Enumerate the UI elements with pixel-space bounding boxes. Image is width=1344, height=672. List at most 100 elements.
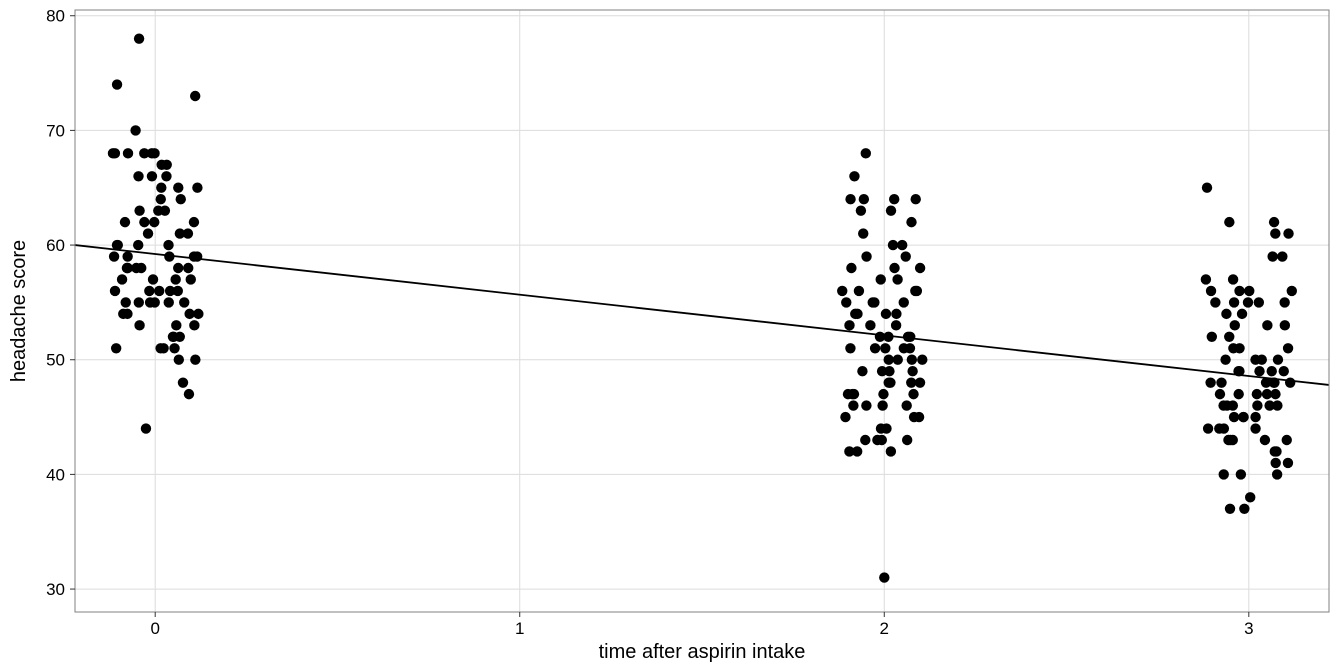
data-point	[112, 79, 122, 89]
data-point	[192, 183, 202, 193]
data-point	[859, 194, 869, 204]
data-point	[1273, 355, 1283, 365]
data-point	[891, 309, 901, 319]
data-point	[850, 309, 860, 319]
data-point	[876, 274, 886, 284]
data-point	[1207, 332, 1217, 342]
data-point	[1224, 332, 1234, 342]
data-point	[879, 572, 889, 582]
data-point	[158, 343, 168, 353]
data-point	[189, 217, 199, 227]
data-point	[184, 309, 194, 319]
data-point	[190, 91, 200, 101]
data-point	[110, 286, 120, 296]
data-point	[908, 389, 918, 399]
data-point	[139, 217, 149, 227]
data-point	[1267, 366, 1277, 376]
data-point	[1215, 389, 1225, 399]
data-point	[1236, 469, 1246, 479]
data-point	[1234, 286, 1244, 296]
data-point	[1270, 458, 1280, 468]
data-point	[1277, 251, 1287, 261]
data-point	[148, 274, 158, 284]
data-point	[156, 194, 166, 204]
data-point	[1260, 435, 1270, 445]
data-point	[1228, 400, 1238, 410]
data-point	[1269, 217, 1279, 227]
data-point	[1221, 309, 1231, 319]
data-point	[1245, 492, 1255, 502]
data-point	[1203, 423, 1213, 433]
data-point	[1264, 400, 1274, 410]
data-point	[111, 343, 121, 353]
data-point	[1214, 423, 1224, 433]
data-point	[1238, 412, 1248, 422]
data-point	[1270, 228, 1280, 238]
data-point	[1202, 183, 1212, 193]
data-point	[168, 332, 178, 342]
data-point	[911, 194, 921, 204]
data-point	[861, 251, 871, 261]
data-point	[154, 286, 164, 296]
data-point	[1201, 274, 1211, 284]
data-point	[870, 343, 880, 353]
data-point	[1243, 297, 1253, 307]
data-point	[849, 171, 859, 181]
data-point	[1283, 458, 1293, 468]
data-point	[858, 228, 868, 238]
data-point	[891, 320, 901, 330]
data-point	[109, 251, 119, 261]
data-point	[147, 171, 157, 181]
data-point	[184, 389, 194, 399]
data-point	[1210, 297, 1220, 307]
data-point	[906, 217, 916, 227]
data-point	[123, 148, 133, 158]
data-point	[156, 160, 166, 170]
data-point	[889, 194, 899, 204]
data-point	[1228, 274, 1238, 284]
data-point	[885, 377, 895, 387]
scatter-chart: 0123304050607080time after aspirin intak…	[0, 0, 1344, 672]
data-point	[1237, 309, 1247, 319]
data-point	[143, 228, 153, 238]
data-point	[912, 286, 922, 296]
data-point	[133, 240, 143, 250]
data-point	[189, 251, 199, 261]
data-point	[915, 377, 925, 387]
data-point	[1250, 423, 1260, 433]
data-point	[1205, 377, 1215, 387]
data-point	[902, 435, 912, 445]
data-point	[843, 389, 853, 399]
data-point	[888, 240, 898, 250]
y-axis-label: headache score	[8, 240, 30, 382]
data-point	[1267, 251, 1277, 261]
data-point	[884, 366, 894, 376]
data-point	[856, 205, 866, 215]
data-point	[899, 297, 909, 307]
data-point	[1279, 297, 1289, 307]
x-tick-label: 3	[1244, 619, 1253, 638]
data-point	[179, 297, 189, 307]
data-point	[141, 423, 151, 433]
data-point	[1283, 343, 1293, 353]
data-point	[1262, 320, 1272, 330]
data-point	[841, 297, 851, 307]
y-tick-label: 40	[46, 465, 65, 484]
data-point	[868, 297, 878, 307]
data-point	[845, 194, 855, 204]
data-point	[173, 286, 183, 296]
data-point	[876, 423, 886, 433]
data-point	[156, 183, 166, 193]
data-point	[878, 389, 888, 399]
data-point	[1225, 435, 1235, 445]
data-point	[880, 343, 890, 353]
data-point	[845, 343, 855, 353]
data-point	[1271, 446, 1281, 456]
data-point	[134, 297, 144, 307]
data-point	[877, 400, 887, 410]
data-point	[153, 205, 163, 215]
data-point	[1225, 504, 1235, 514]
data-point	[1219, 469, 1229, 479]
data-point	[1257, 355, 1267, 365]
data-point	[150, 297, 160, 307]
